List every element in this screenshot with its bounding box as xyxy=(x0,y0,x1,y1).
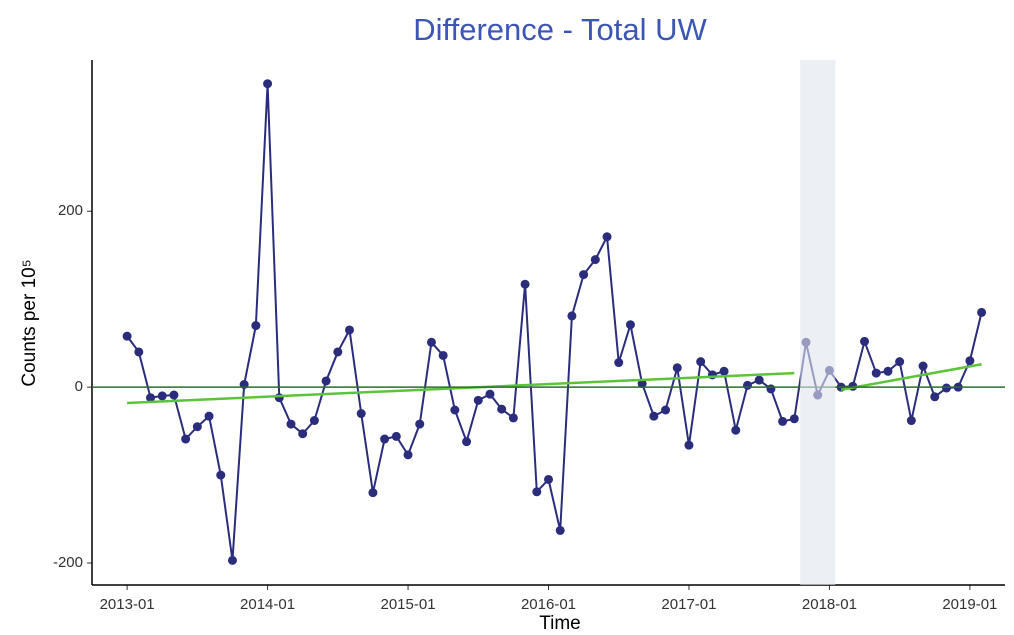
data-point xyxy=(391,431,401,441)
highlight-band xyxy=(800,60,836,585)
x-axis-label: Time xyxy=(539,613,581,634)
data-point xyxy=(169,390,179,400)
trend-line xyxy=(840,363,982,392)
data-point xyxy=(426,337,436,347)
data-point xyxy=(368,488,378,498)
data-point xyxy=(544,474,553,484)
trend-line xyxy=(127,371,795,405)
data-point xyxy=(356,409,366,419)
data-point xyxy=(251,321,261,331)
data-point xyxy=(157,391,167,401)
data-point xyxy=(122,331,132,341)
y-tick-label: -200 xyxy=(53,554,83,571)
data-point xyxy=(754,375,764,385)
data-point xyxy=(719,366,729,376)
data-point xyxy=(649,411,659,421)
data-point xyxy=(883,366,893,376)
data-point xyxy=(403,450,413,460)
data-point xyxy=(181,434,191,444)
data-point xyxy=(309,416,319,426)
data-point xyxy=(134,347,144,357)
y-axis-label: Counts per 10⁵ xyxy=(19,259,40,386)
data-point xyxy=(684,440,694,450)
data-point xyxy=(941,383,951,393)
data-point xyxy=(227,555,237,565)
data-point xyxy=(860,336,870,346)
data-point xyxy=(895,357,905,367)
data-point xyxy=(918,361,928,371)
chart-title: Difference - Total UW xyxy=(413,12,707,47)
x-tick-label: 2017-01 xyxy=(661,596,716,613)
data-point xyxy=(766,384,776,394)
data-point xyxy=(661,405,671,415)
data-point xyxy=(637,379,647,389)
y-tick-label: 200 xyxy=(58,202,83,219)
data-point xyxy=(977,307,987,317)
y-tick-label: 0 xyxy=(75,378,83,395)
data-point xyxy=(871,368,881,378)
data-point xyxy=(672,363,682,373)
data-point xyxy=(333,347,343,357)
data-point xyxy=(438,350,448,360)
x-tick-label: 2014-01 xyxy=(240,596,295,613)
data-point xyxy=(590,255,600,265)
data-point xyxy=(415,419,425,429)
data-point xyxy=(614,358,624,368)
data-point xyxy=(532,487,542,497)
data-point xyxy=(146,393,156,403)
data-point xyxy=(778,416,788,426)
data-point xyxy=(192,422,202,432)
data-point xyxy=(965,356,975,366)
x-tick-label: 2019-01 xyxy=(942,596,997,613)
data-point xyxy=(485,389,495,399)
data-point xyxy=(497,404,507,414)
data-point xyxy=(696,357,706,367)
data-point xyxy=(321,376,331,386)
data-point xyxy=(731,425,741,435)
data-point xyxy=(508,413,518,423)
x-tick-label: 2015-01 xyxy=(381,596,436,613)
x-tick-label: 2018-01 xyxy=(802,596,857,613)
data-point xyxy=(742,380,752,390)
data-point xyxy=(450,405,460,415)
data-point xyxy=(602,232,612,242)
data-point xyxy=(555,525,565,535)
data-point xyxy=(298,429,308,439)
data-point xyxy=(579,270,589,280)
data-point xyxy=(216,470,226,480)
x-tick-label: 2013-01 xyxy=(100,596,155,613)
x-tick-label: 2016-01 xyxy=(521,596,576,613)
data-point xyxy=(263,79,273,89)
data-point xyxy=(345,325,355,335)
data-point xyxy=(567,311,577,321)
data-point xyxy=(380,434,390,444)
data-point xyxy=(462,437,472,447)
data-point xyxy=(473,395,483,405)
data-point xyxy=(906,416,916,426)
data-point xyxy=(625,320,635,330)
data-point xyxy=(274,393,284,403)
data-point xyxy=(204,411,214,421)
data-point xyxy=(789,414,799,424)
data-point xyxy=(930,392,940,402)
data-point xyxy=(286,419,296,429)
data-point xyxy=(520,279,530,289)
